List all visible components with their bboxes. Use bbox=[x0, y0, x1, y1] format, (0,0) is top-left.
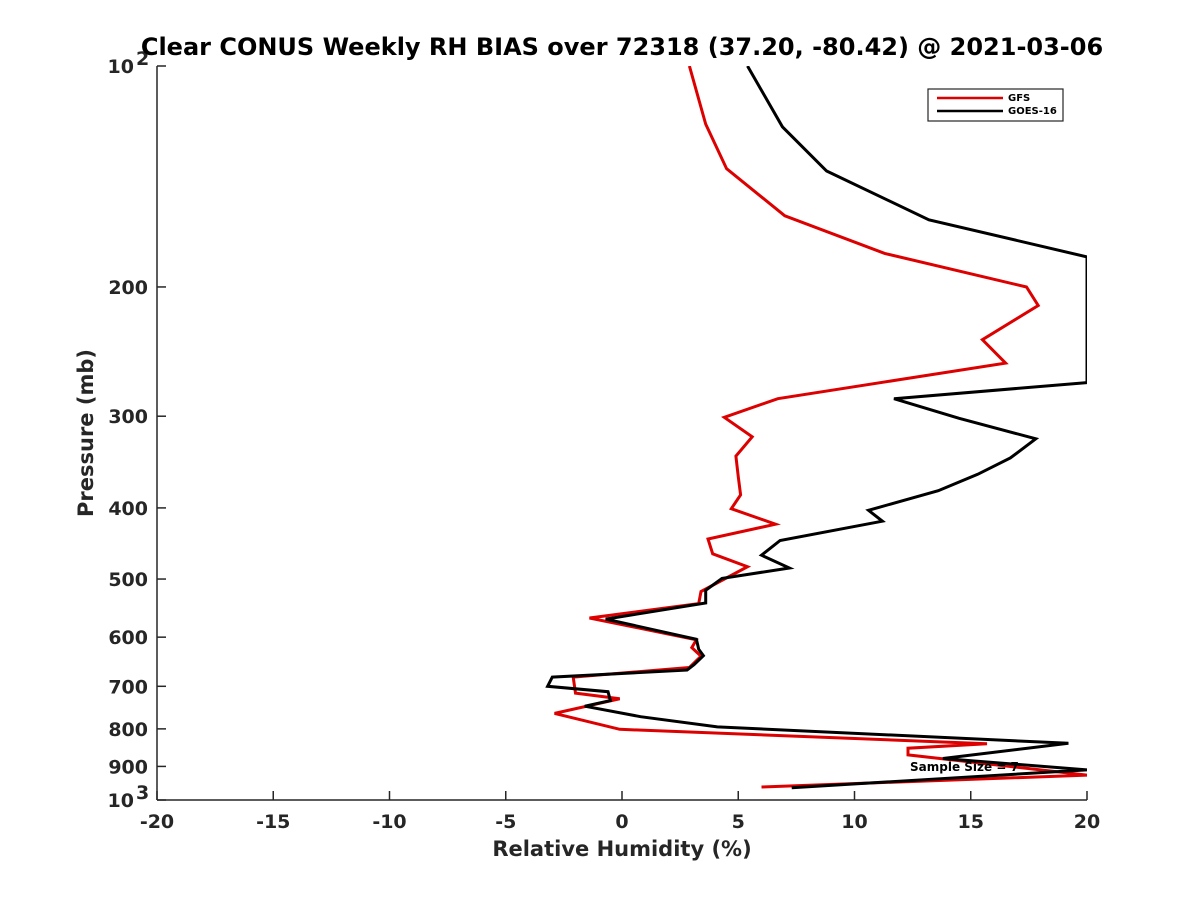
legend-box bbox=[927, 88, 1064, 122]
y-tick-label: 900 bbox=[108, 756, 148, 778]
series-layer bbox=[545, 66, 1087, 790]
y-tick-label: 500 bbox=[108, 569, 148, 591]
x-tick-label: 10 bbox=[841, 811, 867, 833]
y-tick-label: 200 bbox=[108, 277, 148, 299]
x-tick-label: -10 bbox=[372, 811, 406, 833]
series-line-gfs bbox=[554, 66, 1087, 789]
y-tick-label: 10 bbox=[108, 56, 134, 78]
legend-label-goes16: GOES-16 bbox=[1008, 106, 1057, 117]
sample-size-annotation: Sample Size = 7 bbox=[910, 760, 1019, 774]
x-tick-label: 20 bbox=[1074, 811, 1100, 833]
x-ticks: -20 -15 -10 -5 0 5 10 15 20 bbox=[140, 791, 1100, 833]
y-tick-label: 10 bbox=[108, 790, 134, 812]
y-tick-exponent: 2 bbox=[136, 48, 149, 70]
legend: GFS GOES-16 bbox=[927, 88, 1064, 122]
chart-title: Clear CONUS Weekly RH BIAS over 72318 (3… bbox=[141, 33, 1103, 61]
y-tick-label: 300 bbox=[108, 406, 148, 428]
x-tick-label: -20 bbox=[140, 811, 174, 833]
x-tick-label: -5 bbox=[495, 811, 516, 833]
x-tick-label: -15 bbox=[256, 811, 290, 833]
x-axis-label: Relative Humidity (%) bbox=[492, 837, 751, 861]
y-tick-label: 400 bbox=[108, 498, 148, 520]
x-tick-label: 5 bbox=[732, 811, 745, 833]
legend-label-gfs: GFS bbox=[1008, 93, 1030, 104]
x-tick-label: 0 bbox=[615, 811, 628, 833]
y-tick-label: 700 bbox=[108, 676, 148, 698]
y-tick-exponent: 3 bbox=[136, 782, 149, 804]
y-axis-label: Pressure (mb) bbox=[74, 349, 98, 517]
y-tick-label: 600 bbox=[108, 627, 148, 649]
series-line-goes16 bbox=[545, 66, 1087, 790]
y-tick-label: 800 bbox=[108, 719, 148, 741]
x-tick-label: 15 bbox=[958, 811, 984, 833]
